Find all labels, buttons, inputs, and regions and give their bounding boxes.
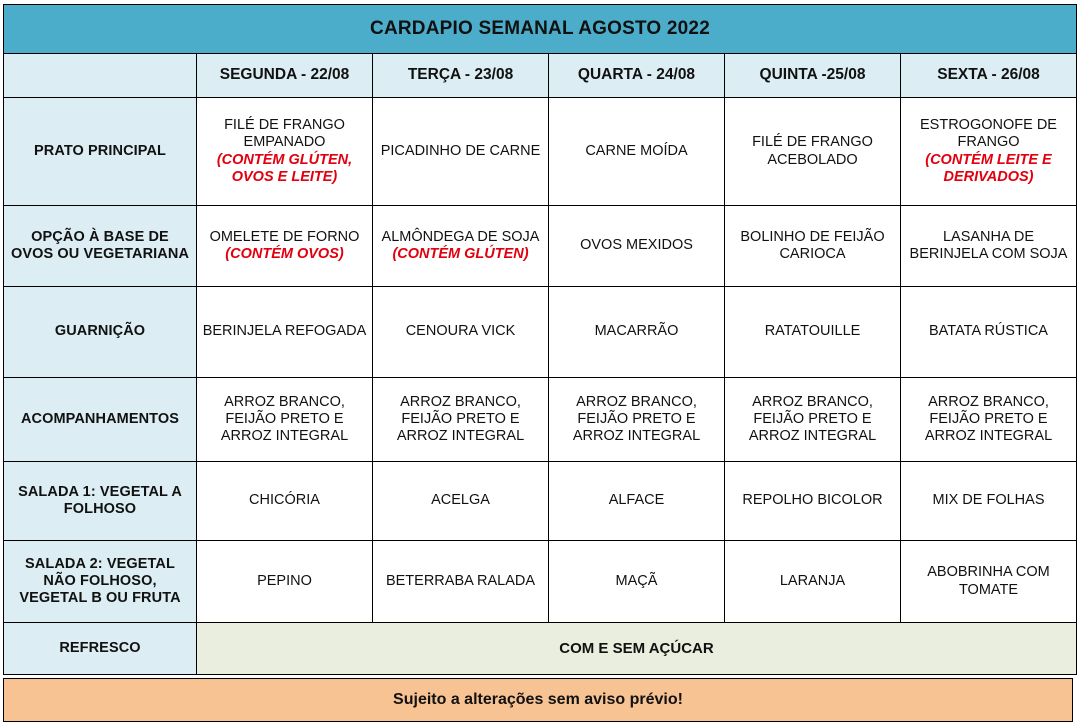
dish-name: LASANHA DE BERINJELA COM SOJA xyxy=(909,228,1068,262)
table-row-salada-1: SALADA 1: VEGETAL A FOLHOSO CHICÓRIA ACE… xyxy=(3,461,1077,541)
allergen-note: (CONTÉM GLÚTEN) xyxy=(392,246,529,262)
dish-name: OMELETE DE FORNO xyxy=(209,228,360,245)
day-header-quinta: QUINTA -25/08 xyxy=(724,53,901,98)
day-header-segunda: SEGUNDA - 22/08 xyxy=(196,53,373,98)
dish-name: BATATA RÚSTICA xyxy=(929,323,1048,340)
dish-name: BETERRABA RALADA xyxy=(385,572,536,589)
dish-name: OVOS MEXIDOS xyxy=(580,237,693,254)
dish-name: CHICÓRIA xyxy=(249,492,320,509)
cell-opcao-vegetariana-sexta: LASANHA DE BERINJELA COM SOJA xyxy=(900,205,1077,287)
dish-name: CENOURA VICK xyxy=(405,323,516,340)
allergen-note: (CONTÉM GLÚTEN, OVOS E LEITE) xyxy=(216,151,353,185)
row-label-prato-principal: PRATO PRINCIPAL xyxy=(3,97,197,206)
dish-name: BERINJELA REFOGADA xyxy=(202,323,367,340)
cell-prato-principal-quarta: CARNE MOÍDA xyxy=(548,97,725,206)
dish-name: PEPINO xyxy=(257,572,312,589)
cell-opcao-vegetariana-terca: ALMÔNDEGA DE SOJA (CONTÉM GLÚTEN) xyxy=(372,205,549,287)
cell-salada-2-quarta: MAÇÃ xyxy=(548,540,725,623)
title-row: CARDAPIO SEMANAL AGOSTO 2022 xyxy=(3,4,1077,54)
cell-guarnicao-quinta: RATATOUILLE xyxy=(724,286,901,378)
cell-guarnicao-terca: CENOURA VICK xyxy=(372,286,549,378)
dish-name: REPOLHO BICOLOR xyxy=(742,492,883,509)
cell-guarnicao-quarta: MACARRÃO xyxy=(548,286,725,378)
footer-disclaimer: Sujeito a alterações sem aviso prévio! xyxy=(3,678,1073,722)
cell-salada-1-quinta: REPOLHO BICOLOR xyxy=(724,461,901,541)
dish-name: RATATOUILLE xyxy=(764,323,861,340)
table-row-refresco: REFRESCO COM E SEM AÇÚCAR xyxy=(3,622,1077,675)
row-label-acompanhamentos: ACOMPANHAMENTOS xyxy=(3,377,197,462)
row-label-opcao-vegetariana: OPÇÃO À BASE DE OVOS OU VEGETARIANA xyxy=(3,205,197,287)
cell-refresco-value: COM E SEM AÇÚCAR xyxy=(196,622,1077,675)
cell-prato-principal-quinta: FILÉ DE FRANGO ACEBOLADO xyxy=(724,97,901,206)
dish-name: PICADINHO DE CARNE xyxy=(380,142,541,159)
table-row-salada-2: SALADA 2: VEGETAL NÃO FOLHOSO, VEGETAL B… xyxy=(3,540,1077,623)
day-header-sexta: SEXTA - 26/08 xyxy=(900,53,1077,98)
cell-prato-principal-segunda: FILÉ DE FRANGO EMPANADO (CONTÉM GLÚTEN, … xyxy=(196,97,373,206)
cell-salada-1-segunda: CHICÓRIA xyxy=(196,461,373,541)
dish-name: ARROZ BRANCO, FEIJÃO PRETO E ARROZ INTEG… xyxy=(748,393,877,445)
dish-name: ARROZ BRANCO, FEIJÃO PRETO E ARROZ INTEG… xyxy=(396,393,525,445)
dish-name: ARROZ BRANCO, FEIJÃO PRETO E ARROZ INTEG… xyxy=(924,393,1053,445)
dish-name: FILÉ DE FRANGO ACEBOLADO xyxy=(752,134,873,168)
cell-acompanhamentos-sexta: ARROZ BRANCO, FEIJÃO PRETO E ARROZ INTEG… xyxy=(900,377,1077,462)
allergen-note: (CONTÉM LEITE E DERIVADOS) xyxy=(925,151,1052,185)
row-label-salada-2: SALADA 2: VEGETAL NÃO FOLHOSO, VEGETAL B… xyxy=(3,540,197,623)
cell-salada-2-quinta: LARANJA xyxy=(724,540,901,623)
allergen-note: (CONTÉM OVOS) xyxy=(225,246,344,262)
weekly-menu-table: CARDAPIO SEMANAL AGOSTO 2022 SEGUNDA - 2… xyxy=(3,4,1077,675)
dish-name: ALFACE xyxy=(608,492,665,509)
dish-name: MAÇÃ xyxy=(615,572,658,589)
day-header-quarta: QUARTA - 24/08 xyxy=(548,53,725,98)
dish-name: ARROZ BRANCO, FEIJÃO PRETO E ARROZ INTEG… xyxy=(572,393,701,445)
cell-salada-1-quarta: ALFACE xyxy=(548,461,725,541)
cell-prato-principal-sexta: ESTROGONOFE DE FRANGO (CONTÉM LEITE E DE… xyxy=(900,97,1077,206)
dish-name: MIX DE FOLHAS xyxy=(932,492,1045,509)
row-label-salada-1: SALADA 1: VEGETAL A FOLHOSO xyxy=(3,461,197,541)
page-title: CARDAPIO SEMANAL AGOSTO 2022 xyxy=(3,4,1077,54)
cell-salada-1-terca: ACELGA xyxy=(372,461,549,541)
dish-name: ARROZ BRANCO, FEIJÃO PRETO E ARROZ INTEG… xyxy=(220,393,349,445)
cell-acompanhamentos-quarta: ARROZ BRANCO, FEIJÃO PRETO E ARROZ INTEG… xyxy=(548,377,725,462)
day-header-row: SEGUNDA - 22/08 TERÇA - 23/08 QUARTA - 2… xyxy=(3,53,1077,98)
row-label-guarnicao: GUARNIÇÃO xyxy=(3,286,197,378)
cell-guarnicao-segunda: BERINJELA REFOGADA xyxy=(196,286,373,378)
table-row-opcao-vegetariana: OPÇÃO À BASE DE OVOS OU VEGETARIANA OMEL… xyxy=(3,205,1077,287)
dish-name: MACARRÃO xyxy=(594,323,679,340)
dish-name: FILÉ DE FRANGO EMPANADO xyxy=(224,117,345,151)
table-row-guarnicao: GUARNIÇÃO BERINJELA REFOGADA CENOURA VIC… xyxy=(3,286,1077,378)
cell-acompanhamentos-quinta: ARROZ BRANCO, FEIJÃO PRETO E ARROZ INTEG… xyxy=(724,377,901,462)
dish-name: ESTROGONOFE DE FRANGO xyxy=(920,117,1057,151)
cell-guarnicao-sexta: BATATA RÚSTICA xyxy=(900,286,1077,378)
dish-name: CARNE MOÍDA xyxy=(585,142,688,159)
dish-name: BOLINHO DE FEIJÃO CARIOCA xyxy=(740,228,885,262)
table-corner-cell xyxy=(3,53,197,98)
cell-acompanhamentos-terca: ARROZ BRANCO, FEIJÃO PRETO E ARROZ INTEG… xyxy=(372,377,549,462)
cell-prato-principal-terca: PICADINHO DE CARNE xyxy=(372,97,549,206)
cell-opcao-vegetariana-quarta: OVOS MEXIDOS xyxy=(548,205,725,287)
cell-acompanhamentos-segunda: ARROZ BRANCO, FEIJÃO PRETO E ARROZ INTEG… xyxy=(196,377,373,462)
dish-name: ACELGA xyxy=(431,492,490,509)
menu-sheet: CARDAPIO SEMANAL AGOSTO 2022 SEGUNDA - 2… xyxy=(3,4,1077,722)
menu-table-body: CARDAPIO SEMANAL AGOSTO 2022 SEGUNDA - 2… xyxy=(3,4,1077,675)
dish-name: ALMÔNDEGA DE SOJA xyxy=(381,228,540,245)
cell-salada-2-terca: BETERRABA RALADA xyxy=(372,540,549,623)
dish-name: ABOBRINHA COM TOMATE xyxy=(927,564,1050,598)
row-label-refresco: REFRESCO xyxy=(3,622,197,675)
dish-name: LARANJA xyxy=(779,572,846,589)
cell-salada-2-sexta: ABOBRINHA COM TOMATE xyxy=(900,540,1077,623)
table-row-acompanhamentos: ACOMPANHAMENTOS ARROZ BRANCO, FEIJÃO PRE… xyxy=(3,377,1077,462)
day-header-terca: TERÇA - 23/08 xyxy=(372,53,549,98)
table-row-prato-principal: PRATO PRINCIPAL FILÉ DE FRANGO EMPANADO … xyxy=(3,97,1077,206)
cell-opcao-vegetariana-segunda: OMELETE DE FORNO (CONTÉM OVOS) xyxy=(196,205,373,287)
cell-salada-2-segunda: PEPINO xyxy=(196,540,373,623)
cell-opcao-vegetariana-quinta: BOLINHO DE FEIJÃO CARIOCA xyxy=(724,205,901,287)
cell-salada-1-sexta: MIX DE FOLHAS xyxy=(900,461,1077,541)
